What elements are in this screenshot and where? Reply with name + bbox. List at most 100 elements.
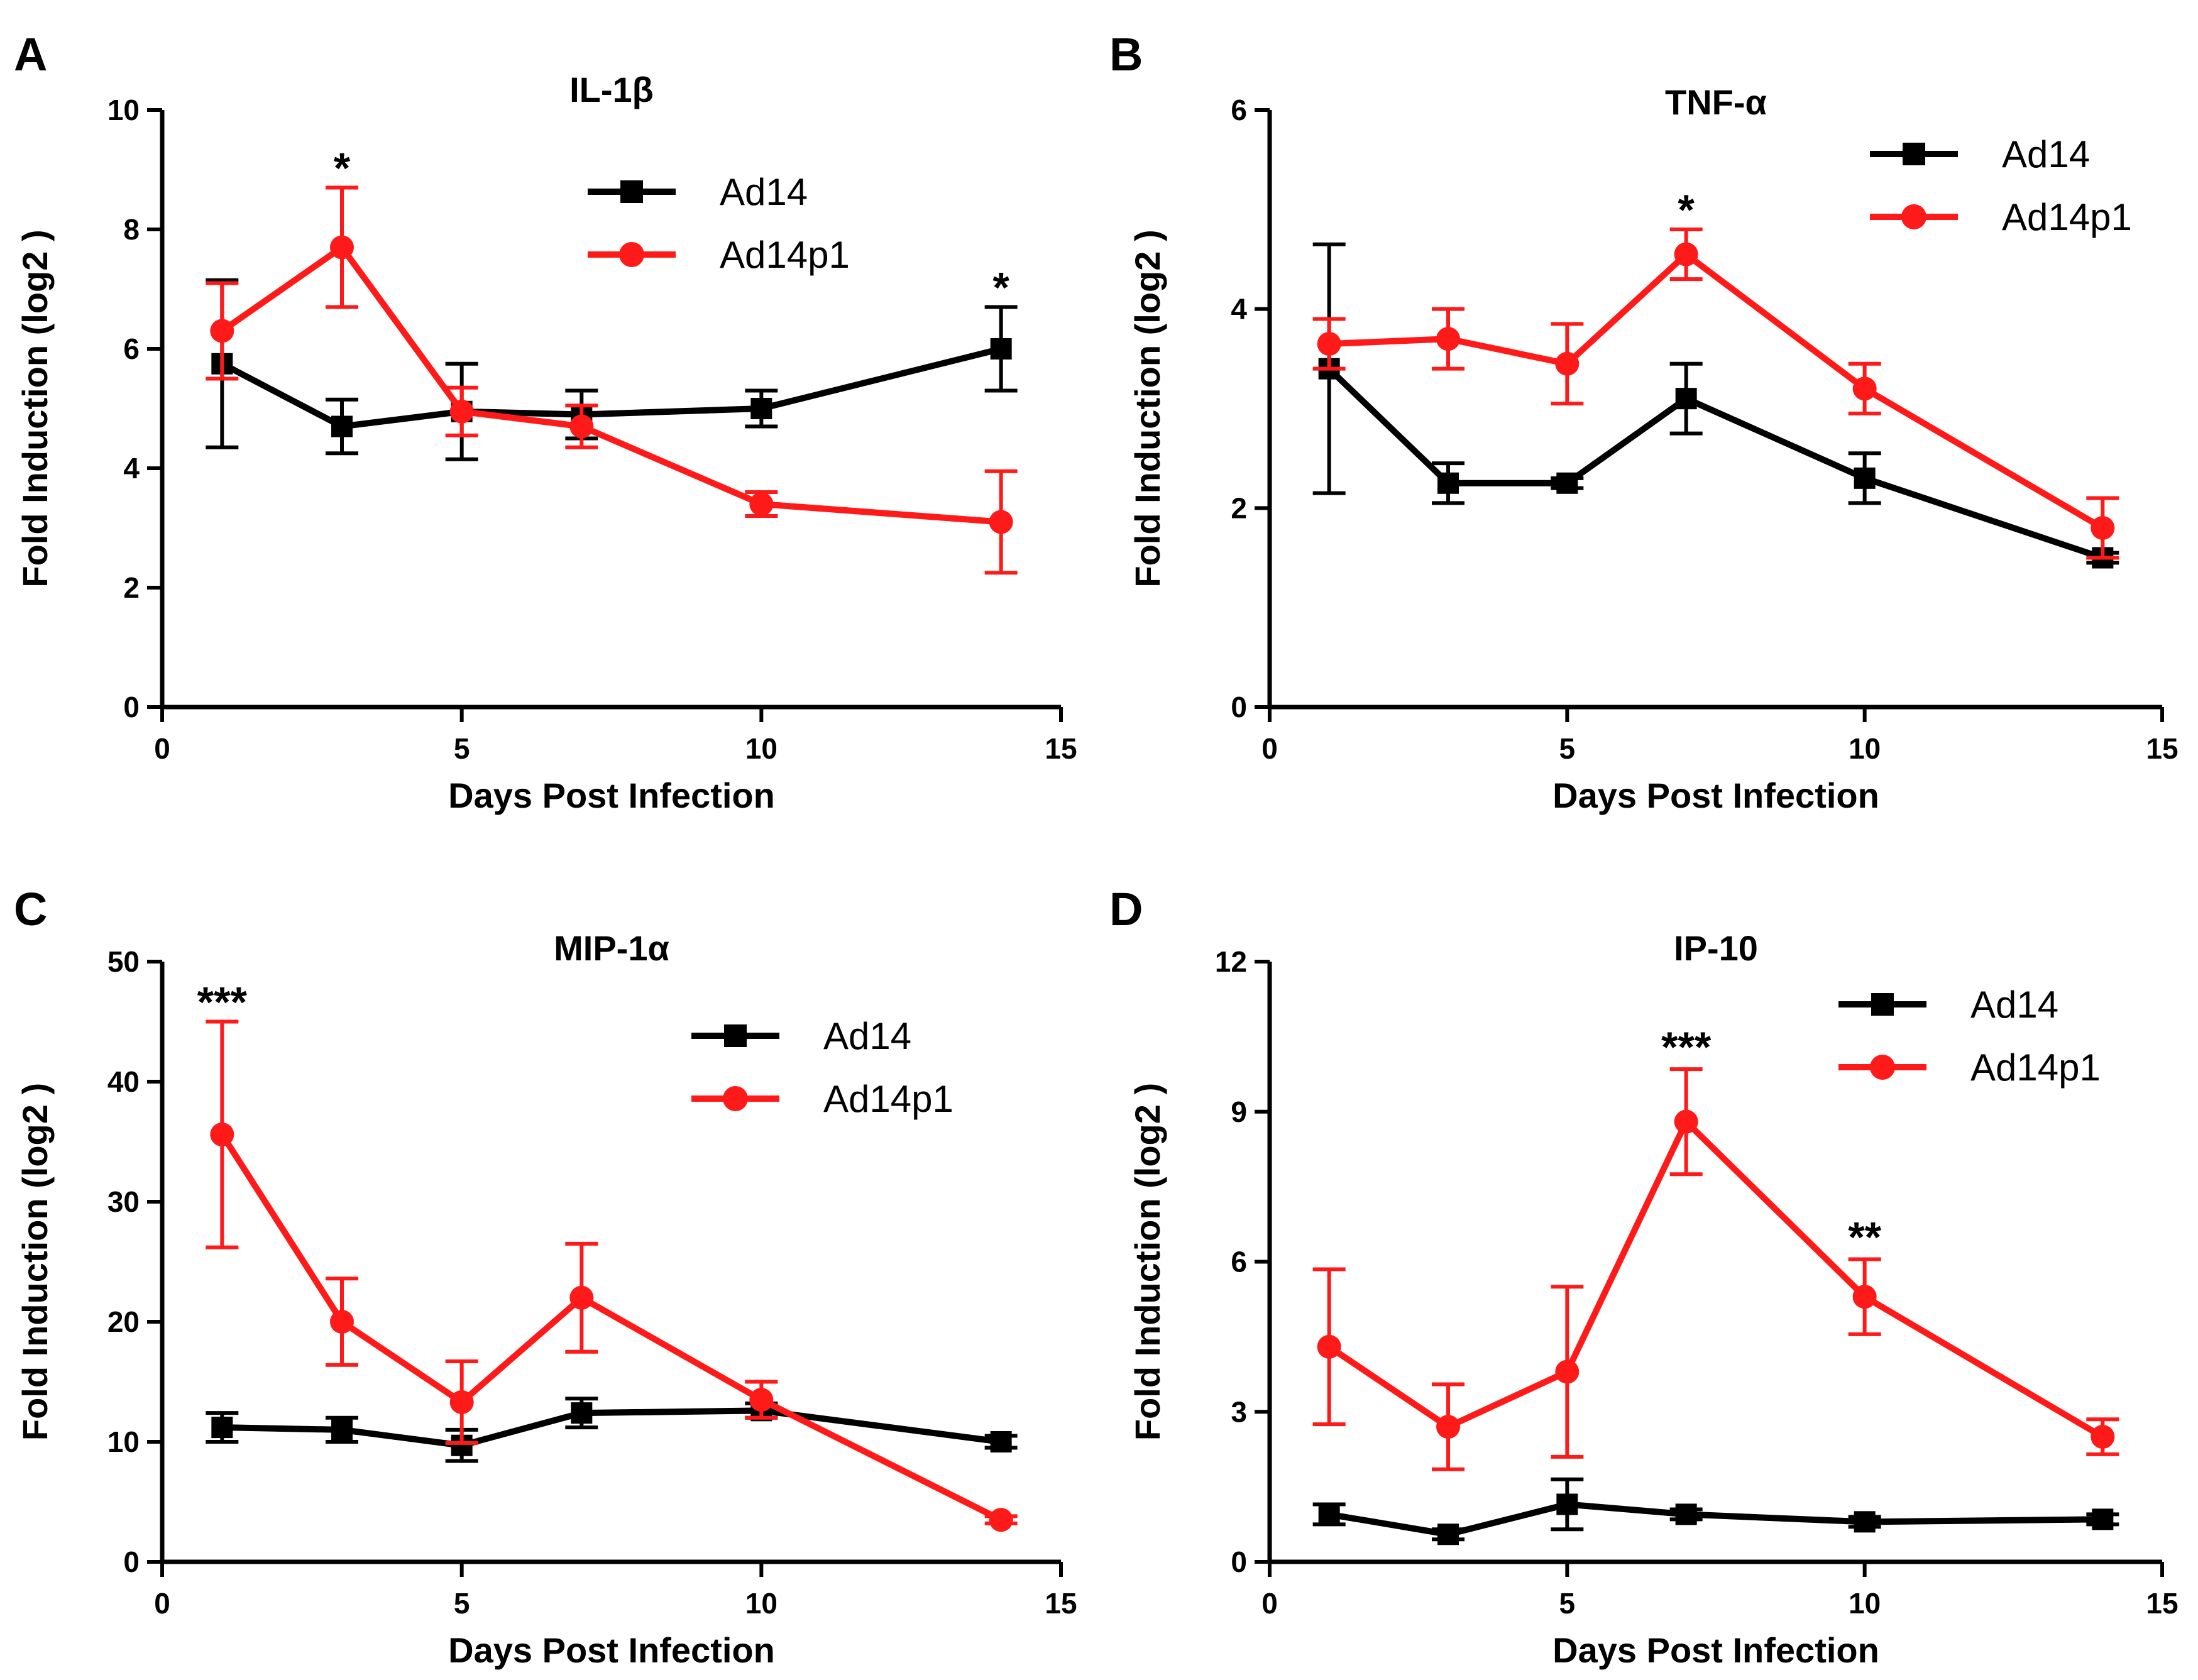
legend: Ad14 Ad14p1 — [1870, 133, 2132, 238]
y-axis-label: Fold Induction (log2 ) — [1128, 229, 1167, 587]
chart-title: TNF-α — [1665, 82, 1767, 122]
data-point — [331, 1419, 353, 1441]
y-tick-label: 3 — [1231, 1395, 1247, 1428]
data-point — [569, 1285, 594, 1310]
x-tick-label: 5 — [454, 732, 470, 765]
x-tick-label: 0 — [154, 1587, 170, 1620]
data-point — [1555, 351, 1580, 376]
series-line — [1329, 250, 2104, 531]
panel-label: A — [14, 28, 47, 80]
chart-title: IL-1β — [569, 70, 654, 109]
data-point — [1675, 388, 1697, 410]
data-point — [1437, 472, 1459, 494]
significance-marker: ** — [1848, 1214, 1881, 1261]
legend-marker — [1870, 1055, 1895, 1080]
legend: Ad14 Ad14p1 — [691, 1015, 953, 1120]
y-axis-label: Fold Induction (log2 ) — [15, 229, 55, 587]
legend-label: Ad14 — [720, 171, 808, 213]
x-tick-label: 0 — [1261, 732, 1278, 765]
series-ad14p1 — [206, 1019, 1018, 1532]
data-point — [1675, 1503, 1697, 1525]
y-tick-label: 40 — [107, 1065, 140, 1098]
data-point — [1854, 467, 1876, 489]
legend-marker — [1871, 993, 1894, 1016]
series-line — [219, 1133, 1003, 1523]
y-tick-label: 2 — [1231, 491, 1247, 524]
data-point — [990, 1431, 1012, 1452]
data-point — [1437, 1524, 1459, 1545]
panel-label: C — [14, 883, 47, 935]
y-tick-label: 8 — [123, 213, 140, 246]
x-tick-label: 5 — [1559, 1587, 1576, 1620]
data-point — [1556, 1493, 1578, 1515]
data-point — [1555, 1359, 1580, 1384]
legend: Ad14 Ad14p1 — [1838, 984, 2101, 1089]
series-line — [1328, 1501, 2103, 1538]
y-tick-label: 4 — [123, 452, 140, 485]
data-point — [1436, 327, 1460, 351]
panel-c: C MIP-1α 0 10 20 30 40 50 0 5 10 15 Days Post Infect… — [14, 883, 1077, 1670]
chart-title: IP-10 — [1674, 928, 1758, 968]
chart-title: MIP-1α — [554, 928, 669, 968]
x-tick-label: 0 — [154, 732, 170, 765]
significance-marker: *** — [1661, 1023, 1712, 1071]
legend-label: Ad14 — [2002, 133, 2090, 175]
y-tick-label: 20 — [107, 1305, 140, 1338]
legend-label: Ad14p1 — [1970, 1046, 2101, 1089]
data-point — [1556, 472, 1578, 494]
legend-marker — [723, 1086, 748, 1111]
legend-label: Ad14p1 — [2002, 196, 2132, 238]
x-axis-label: Days Post Infection — [1552, 776, 1879, 815]
data-point — [1854, 1511, 1876, 1533]
y-tick-label: 6 — [1231, 1246, 1247, 1278]
significance-marker: * — [1678, 186, 1695, 234]
y-tick-label: 10 — [107, 1425, 140, 1458]
legend-label: Ad14p1 — [720, 234, 850, 276]
data-point — [989, 510, 1013, 534]
data-point — [449, 1390, 474, 1414]
data-point — [571, 1402, 593, 1424]
legend-marker — [724, 1024, 747, 1047]
y-tick-label: 4 — [1231, 293, 1247, 326]
y-tick-label: 6 — [123, 332, 140, 365]
data-point — [750, 398, 772, 419]
series-line — [222, 1407, 1002, 1449]
series-line — [1327, 1116, 2104, 1440]
data-point — [749, 1388, 774, 1412]
data-point — [330, 235, 354, 260]
panel-a: A IL-1β 0 2 4 6 8 10 0 5 10 15 Days Post Infection Fo… — [14, 28, 1077, 815]
data-point — [1317, 1334, 1341, 1359]
data-point — [990, 338, 1012, 360]
x-tick-label: 15 — [1045, 732, 1077, 765]
y-axis-label: Fold Induction (log2 ) — [1128, 1083, 1167, 1441]
data-point — [2091, 516, 2115, 540]
series-ad14 — [1312, 242, 2119, 569]
data-point — [1674, 242, 1698, 266]
y-tick-label: 12 — [1215, 945, 1247, 978]
data-point — [449, 399, 474, 424]
legend-label: Ad14 — [1970, 984, 2058, 1026]
panel-d: D IP-10 0 3 6 9 12 0 5 10 15 Days Post Infection Fol… — [1109, 883, 2179, 1670]
legend-marker — [1903, 143, 1925, 165]
panel-label: B — [1109, 28, 1143, 80]
data-point — [2092, 1508, 2114, 1530]
data-point — [331, 415, 353, 437]
legend-marker — [620, 180, 643, 203]
series-ad14 — [1312, 1477, 2119, 1545]
data-point — [1852, 1285, 1877, 1309]
data-point — [210, 1123, 234, 1147]
x-tick-label: 0 — [1261, 1587, 1278, 1620]
series-ad14p1 — [206, 185, 1018, 575]
y-tick-label: 0 — [1231, 1545, 1247, 1578]
data-point — [1852, 376, 1877, 401]
x-tick-label: 10 — [745, 732, 778, 765]
legend-label: Ad14 — [823, 1015, 911, 1057]
x-tick-label: 10 — [1849, 732, 1881, 765]
data-point — [749, 492, 774, 516]
x-tick-label: 15 — [2146, 732, 2178, 765]
y-tick-label: 9 — [1231, 1095, 1247, 1128]
x-tick-label: 10 — [745, 1587, 778, 1620]
x-axis-label: Days Post Infection — [448, 1630, 775, 1670]
y-tick-label: 0 — [1231, 691, 1247, 723]
data-point — [1674, 1109, 1698, 1134]
